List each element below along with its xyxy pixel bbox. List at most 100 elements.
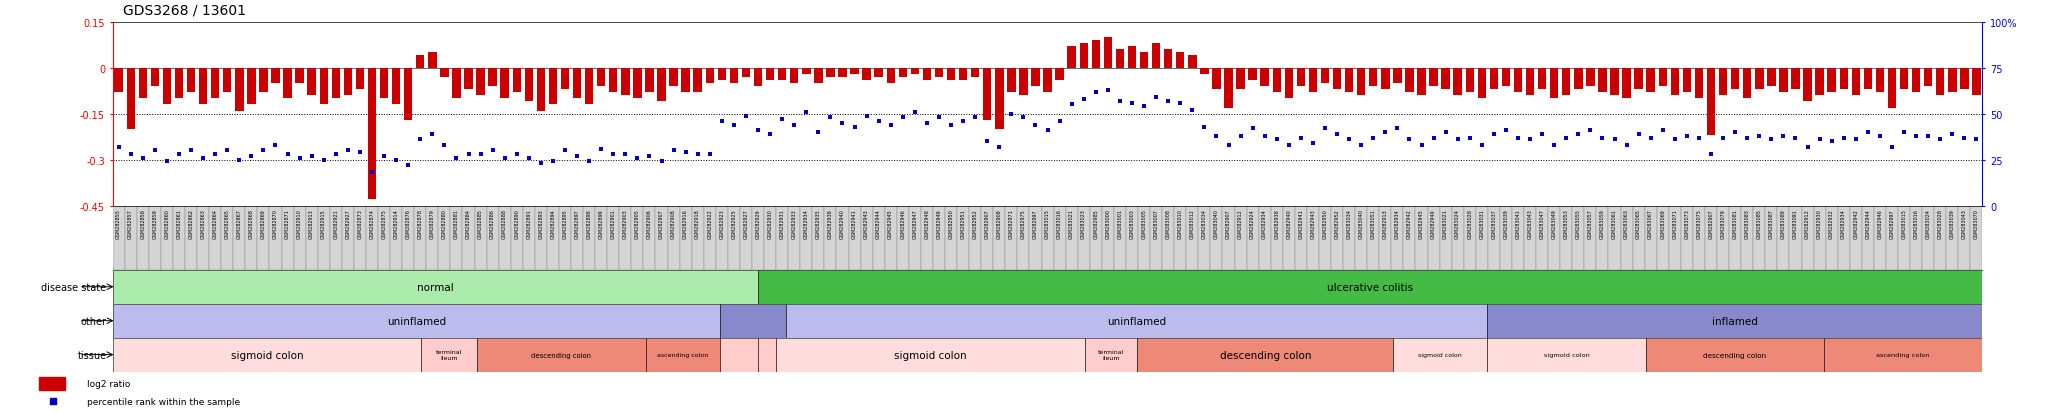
Point xyxy=(1188,124,1221,131)
Bar xyxy=(934,206,944,270)
Point xyxy=(766,116,799,123)
Bar xyxy=(778,69,786,81)
Bar xyxy=(1755,69,1763,90)
Point xyxy=(1876,144,1909,151)
Text: GSM283024: GSM283024 xyxy=(1925,209,1931,238)
Bar xyxy=(248,69,256,105)
Text: log2 ratio: log2 ratio xyxy=(86,379,129,388)
Bar xyxy=(1487,304,1982,338)
Bar xyxy=(1815,69,1825,96)
Text: sigmoid colon: sigmoid colon xyxy=(1419,352,1462,357)
Point xyxy=(1960,137,1993,143)
Text: GSM282897: GSM282897 xyxy=(575,209,580,238)
Bar xyxy=(1620,206,1632,270)
Bar xyxy=(1319,206,1331,270)
Text: GSM282913: GSM282913 xyxy=(309,209,313,238)
Bar xyxy=(137,206,150,270)
Bar xyxy=(956,206,969,270)
Point xyxy=(1466,142,1499,149)
Point xyxy=(1634,135,1667,142)
Bar xyxy=(1671,69,1679,96)
Bar xyxy=(403,69,412,121)
Text: GSM283051: GSM283051 xyxy=(1370,209,1376,238)
Point xyxy=(899,109,932,116)
Bar xyxy=(1608,206,1620,270)
Text: GSM282915: GSM282915 xyxy=(322,209,326,238)
Point xyxy=(1780,135,1812,142)
Text: GSM282865: GSM282865 xyxy=(225,209,229,238)
Text: GSM282868: GSM282868 xyxy=(250,209,254,238)
Bar xyxy=(1018,206,1030,270)
Bar xyxy=(1427,206,1440,270)
Point xyxy=(162,152,195,158)
Point xyxy=(1321,131,1354,138)
Bar xyxy=(1898,206,1911,270)
Bar xyxy=(1573,206,1585,270)
Point xyxy=(561,153,594,160)
Bar xyxy=(1487,338,1647,372)
Text: GSM282908: GSM282908 xyxy=(997,209,1001,238)
Point xyxy=(1827,135,1860,142)
Point xyxy=(1092,87,1124,94)
Bar xyxy=(872,206,885,270)
Bar xyxy=(739,206,752,270)
Point xyxy=(537,159,569,165)
Bar xyxy=(1065,206,1077,270)
Point xyxy=(705,119,737,125)
Text: GSM283055: GSM283055 xyxy=(1575,209,1581,238)
Text: GSM282925: GSM282925 xyxy=(731,209,737,238)
Point xyxy=(1296,140,1329,147)
Point xyxy=(1802,137,1835,143)
Text: GSM282905: GSM282905 xyxy=(635,209,639,238)
Bar xyxy=(281,206,293,270)
Bar xyxy=(1632,206,1645,270)
Bar xyxy=(680,206,692,270)
Text: descending colon: descending colon xyxy=(1704,352,1765,358)
Text: GSM282907: GSM282907 xyxy=(1227,209,1231,238)
Text: normal: normal xyxy=(418,282,453,292)
Point xyxy=(1538,142,1571,149)
Bar xyxy=(993,206,1006,270)
Bar xyxy=(1561,206,1573,270)
Bar xyxy=(1935,69,1944,96)
Bar xyxy=(401,206,414,270)
Point xyxy=(1393,137,1425,143)
Bar xyxy=(1780,69,1788,93)
Bar xyxy=(1970,206,1982,270)
Bar xyxy=(825,206,836,270)
Bar xyxy=(211,69,219,99)
Point xyxy=(1380,126,1413,133)
Text: disease state: disease state xyxy=(41,282,106,292)
Text: GSM282950: GSM282950 xyxy=(948,209,954,238)
Text: GSM282893: GSM282893 xyxy=(539,209,543,238)
Point xyxy=(1851,129,1884,136)
Point xyxy=(717,122,750,129)
Bar xyxy=(618,206,631,270)
Bar xyxy=(559,206,571,270)
Bar xyxy=(428,53,436,69)
Point xyxy=(1055,102,1087,109)
Text: GSM283081: GSM283081 xyxy=(1733,209,1737,238)
Bar xyxy=(1466,69,1475,93)
Bar xyxy=(115,69,123,93)
Point xyxy=(1731,135,1763,142)
Bar xyxy=(791,69,799,84)
Text: GSM283037: GSM283037 xyxy=(1491,209,1497,238)
Point xyxy=(1575,128,1608,134)
Bar xyxy=(1477,206,1487,270)
Point xyxy=(186,155,219,162)
Bar xyxy=(717,206,727,270)
Bar xyxy=(758,270,1982,304)
Text: GSM282891: GSM282891 xyxy=(526,209,530,238)
Text: GSM282940: GSM282940 xyxy=(840,209,846,238)
Text: GSM283063: GSM283063 xyxy=(1624,209,1628,238)
Text: GSM282942: GSM282942 xyxy=(1853,209,1858,238)
Point xyxy=(1755,137,1788,143)
Bar xyxy=(1343,206,1356,270)
Bar xyxy=(1055,69,1063,81)
Bar xyxy=(477,69,485,96)
Text: GSM283071: GSM283071 xyxy=(1673,209,1677,238)
Bar xyxy=(162,69,172,105)
Bar xyxy=(584,206,596,270)
Bar xyxy=(721,338,758,372)
